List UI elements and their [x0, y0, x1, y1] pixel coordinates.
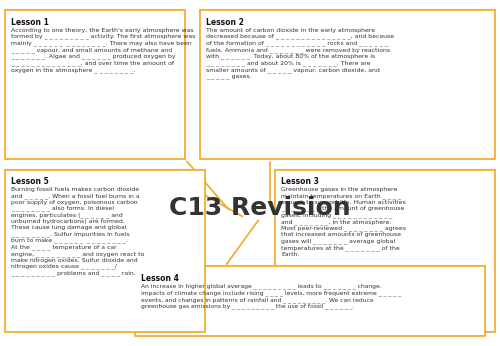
Text: Lesson 5: Lesson 5	[11, 177, 49, 186]
Text: Lesson 2: Lesson 2	[206, 18, 244, 27]
Text: Lesson 3: Lesson 3	[281, 177, 319, 186]
FancyBboxPatch shape	[275, 170, 495, 332]
Text: Burning fossil fuels makes carbon dioxide
and _ _ _ _ _. When a fossil fuel burn: Burning fossil fuels makes carbon dioxid…	[11, 187, 144, 276]
Text: An increase in higher global average _ _ _ _ _ _ _ _ _ leads to _ _ _ _ _ _ _ ch: An increase in higher global average _ _…	[141, 284, 401, 309]
FancyBboxPatch shape	[135, 266, 485, 336]
Text: Lesson 4: Lesson 4	[141, 274, 179, 283]
FancyBboxPatch shape	[200, 10, 495, 159]
FancyBboxPatch shape	[5, 170, 205, 332]
FancyBboxPatch shape	[5, 10, 185, 159]
Text: Lesson 1: Lesson 1	[11, 18, 49, 27]
Text: Greenhouse gases in the atmosphere
maintain temperatures on Earth _ _ _ _
enough: Greenhouse gases in the atmosphere maint…	[281, 187, 406, 257]
Text: According to one theory, the Earth's early atmosphere was
formed by _ _ _ _ _ _ : According to one theory, the Earth's ear…	[11, 28, 196, 73]
Text: C13 Revision: C13 Revision	[169, 195, 351, 220]
Text: The amount of carbon dioxide in the early atmosphere
decreased because of _ _ _ : The amount of carbon dioxide in the earl…	[206, 28, 394, 80]
